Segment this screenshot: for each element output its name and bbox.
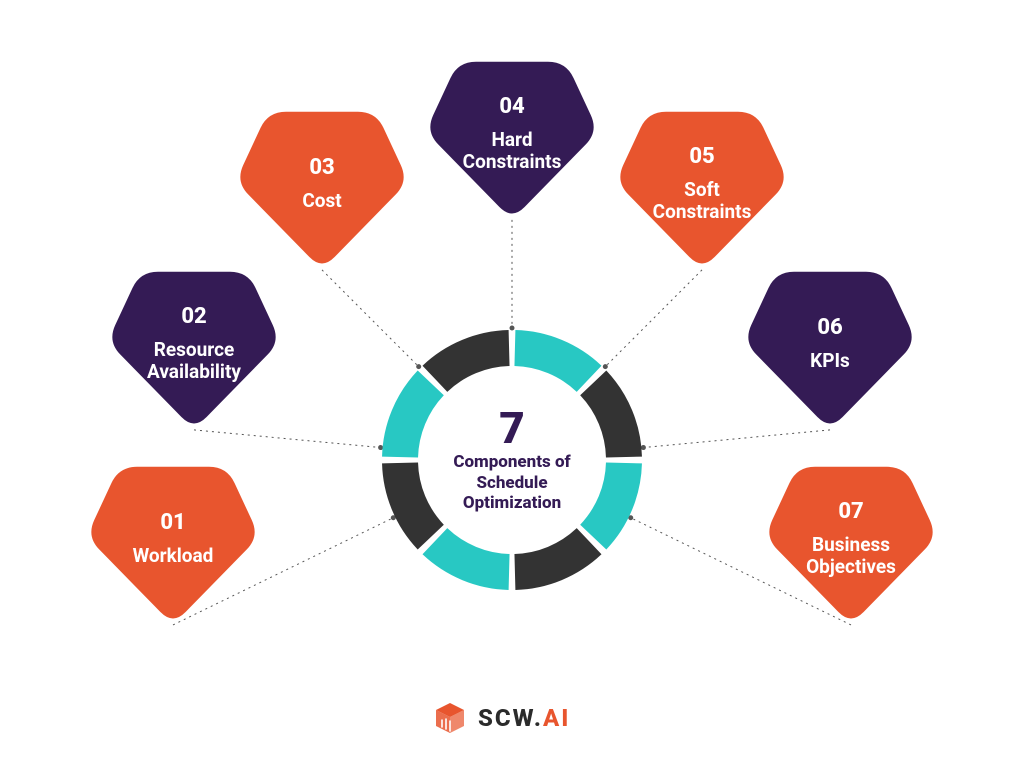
component-pentagon-02: 02 ResourceAvailability xyxy=(104,265,284,435)
component-pentagon-01: 01 Workload xyxy=(83,460,263,630)
brand-text-color: AI xyxy=(543,704,570,732)
center-line3: Optimization xyxy=(463,493,561,513)
brand-logo: SCW.AI xyxy=(432,700,570,736)
brand-logo-icon xyxy=(432,700,468,736)
component-number: 03 xyxy=(309,155,334,180)
component-label: BusinessObjectives xyxy=(806,534,896,578)
center-line1: Components of xyxy=(453,452,570,472)
component-label: Workload xyxy=(133,545,214,567)
center-hub: 7 Components of Schedule Optimization xyxy=(382,330,642,590)
brand-logo-text: SCW.AI xyxy=(478,704,570,732)
brand-text-dark: SCW xyxy=(478,704,534,732)
brand-text-dot: . xyxy=(534,704,543,732)
component-label: SoftConstraints xyxy=(653,179,752,223)
component-pentagon-07: 07 BusinessObjectives xyxy=(761,460,941,630)
component-pentagon-05: 05 SoftConstraints xyxy=(612,105,792,275)
center-inner: 7 Components of Schedule Optimization xyxy=(422,370,602,550)
center-text: Components of Schedule Optimization xyxy=(453,452,570,513)
component-pentagon-04: 04 HardConstraints xyxy=(422,55,602,225)
component-label: ResourceAvailability xyxy=(147,339,241,383)
component-label: Cost xyxy=(302,190,341,212)
component-label: HardConstraints xyxy=(463,129,562,173)
center-number: 7 xyxy=(499,406,525,450)
component-number: 01 xyxy=(160,510,185,535)
center-line2: Schedule xyxy=(476,473,547,493)
component-label: KPIs xyxy=(810,350,850,372)
component-number: 02 xyxy=(181,304,206,329)
component-number: 06 xyxy=(817,315,842,340)
component-number: 04 xyxy=(499,94,524,119)
component-pentagon-06: 06 KPIs xyxy=(740,265,920,435)
component-number: 05 xyxy=(689,144,714,169)
component-pentagon-03: 03 Cost xyxy=(232,105,412,275)
component-number: 07 xyxy=(838,499,863,524)
infographic-stage: 7 Components of Schedule Optimization SC… xyxy=(0,0,1024,768)
